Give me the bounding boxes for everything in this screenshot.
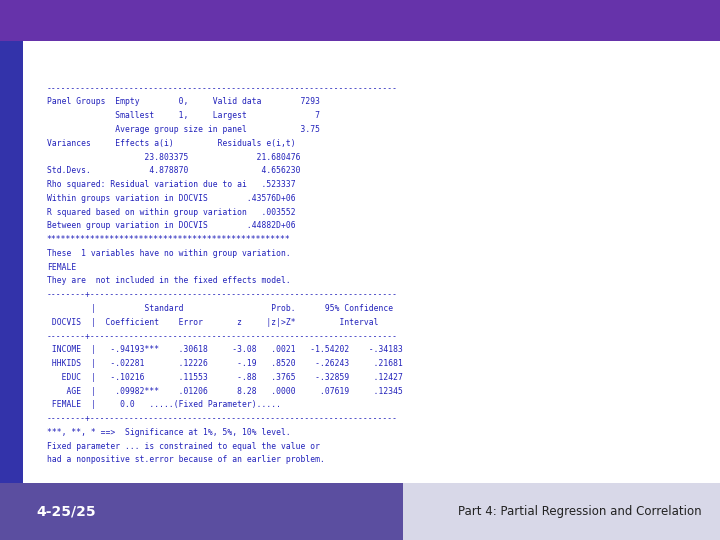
Text: HHKIDS  |   -.02281       .12226      -.19   .8520    -.26243     .21681: HHKIDS | -.02281 .12226 -.19 .8520 -.262…	[47, 359, 402, 368]
Bar	[0, 0, 720, 40]
Text: 4-25/25: 4-25/25	[36, 505, 96, 519]
Text: --------+---------------------------------------------------------------: --------+-------------------------------…	[47, 332, 397, 341]
Bar	[0, 40, 23, 483]
Text: AGE  |    .09982***    .01206      8.28   .0000     .07619     .12345: AGE | .09982*** .01206 8.28 .0000 .07619…	[47, 387, 402, 396]
Text: Average group size in panel           3.75: Average group size in panel 3.75	[47, 125, 320, 134]
Text: They are  not included in the fixed effects model.: They are not included in the fixed effec…	[47, 276, 291, 286]
Text: R squared based on within group variation   .003552: R squared based on within group variatio…	[47, 208, 295, 217]
Text: had a nonpositive st.error because of an earlier problem.: had a nonpositive st.error because of an…	[47, 456, 325, 464]
Text: Between group variation in DOCVIS        .44882D+06: Between group variation in DOCVIS .44882…	[47, 221, 295, 231]
Text: --------+---------------------------------------------------------------: --------+-------------------------------…	[47, 414, 397, 423]
Text: Std.Devs.            4.878870               4.656230: Std.Devs. 4.878870 4.656230	[47, 166, 300, 176]
Text: Rho squared: Residual variation due to ai   .523337: Rho squared: Residual variation due to a…	[47, 180, 295, 189]
Text: --------+---------------------------------------------------------------: --------+-------------------------------…	[47, 291, 397, 299]
Bar	[403, 483, 720, 540]
Text: |          Standard                  Prob.      95% Confidence: | Standard Prob. 95% Confidence	[47, 304, 393, 313]
Text: EDUC  |   -.10216       .11553      -.88   .3765    -.32859     .12427: EDUC | -.10216 .11553 -.88 .3765 -.32859…	[47, 373, 402, 382]
Text: Panel Groups  Empty        0,     Valid data        7293: Panel Groups Empty 0, Valid data 7293	[47, 97, 320, 106]
Text: ***, **, * ==>  Significance at 1%, 5%, 10% level.: ***, **, * ==> Significance at 1%, 5%, 1…	[47, 428, 291, 437]
Text: Part 4: Partial Regression and Correlation: Part 4: Partial Regression and Correlati…	[459, 505, 702, 518]
Text: FEMALE: FEMALE	[47, 262, 76, 272]
Bar	[0, 483, 720, 540]
Text: DOCVIS  |  Coefficient    Error       z     |z|>Z*         Interval: DOCVIS | Coefficient Error z |z|>Z* Inte…	[47, 318, 378, 327]
Text: These  1 variables have no within group variation.: These 1 variables have no within group v…	[47, 249, 291, 258]
Text: INCOME  |   -.94193***    .30618     -3.08   .0021   -1.54202    -.34183: INCOME | -.94193*** .30618 -3.08 .0021 -…	[47, 346, 402, 354]
Text: Fixed parameter ... is constrained to equal the value or: Fixed parameter ... is constrained to eq…	[47, 442, 320, 451]
Text: Smallest     1,     Largest              7: Smallest 1, Largest 7	[47, 111, 320, 120]
Text: 23.803375              21.680476: 23.803375 21.680476	[47, 152, 300, 161]
Text: FEMALE  |     0.0   .....(Fixed Parameter).....: FEMALE | 0.0 .....(Fixed Parameter).....	[47, 400, 281, 409]
Text: ------------------------------------------------------------------------: ----------------------------------------…	[47, 84, 397, 93]
Text: Variances     Effects a(i)         Residuals e(i,t): Variances Effects a(i) Residuals e(i,t)	[47, 139, 295, 148]
Bar	[23, 40, 720, 483]
Text: **************************************************: ****************************************…	[47, 235, 291, 244]
Text: Within groups variation in DOCVIS        .43576D+06: Within groups variation in DOCVIS .43576…	[47, 194, 295, 203]
